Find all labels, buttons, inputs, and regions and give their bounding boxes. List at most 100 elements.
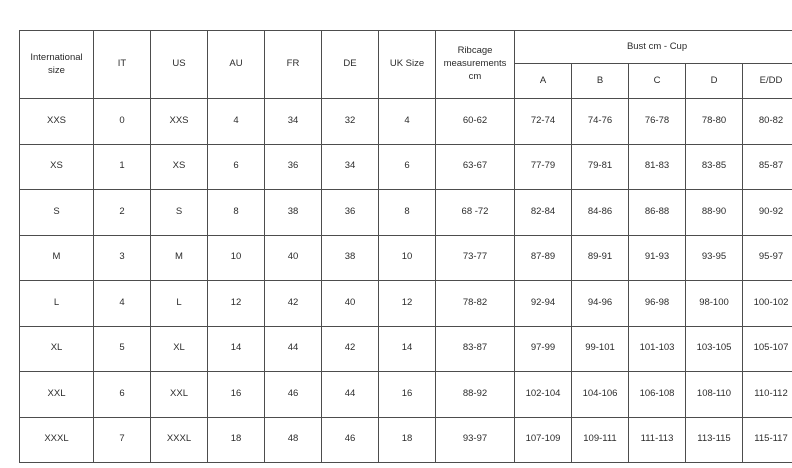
- cell-au: 6: [207, 143, 265, 190]
- column-header-cup-d: D: [685, 63, 743, 99]
- cell-us: XXL: [150, 371, 208, 418]
- cell-au: 16: [207, 371, 265, 418]
- cell-bust-a: 87-89: [514, 234, 572, 281]
- cell-bust-d: 108-110: [685, 371, 743, 418]
- cell-ribcage: 78-82: [435, 280, 515, 327]
- cell-fr: 36: [264, 143, 322, 190]
- cell-de: 34: [321, 143, 379, 190]
- column-header-au: AU: [207, 30, 265, 99]
- table-row: XXL 6 XXL 16 46 44 16 88-92 102-104 104-…: [19, 371, 792, 418]
- cell-bust-d: 78-80: [685, 98, 743, 145]
- cell-bust-c: 86-88: [628, 189, 686, 236]
- cell-ribcage: 73-77: [435, 234, 515, 281]
- cell-de: 46: [321, 416, 379, 463]
- cell-bust-d: 113-115: [685, 416, 743, 463]
- cell-ribcage: 88-92: [435, 371, 515, 418]
- cell-au: 4: [207, 98, 265, 145]
- cell-ribcage: 60-62: [435, 98, 515, 145]
- cell-bust-a: 97-99: [514, 325, 572, 372]
- size-chart-container: International size IT US AU FR DE UK Siz…: [19, 30, 792, 463]
- cell-international-size: XXXL: [19, 416, 94, 463]
- cell-de: 38: [321, 234, 379, 281]
- cell-bust-d: 93-95: [685, 234, 743, 281]
- cell-uk-size: 12: [378, 280, 436, 327]
- cell-ribcage: 68 -72: [435, 189, 515, 236]
- cell-bust-edd: 100-102: [741, 280, 792, 327]
- cell-bust-c: 111-113: [628, 416, 686, 463]
- header-row-primary: International size IT US AU FR DE UK Siz…: [19, 30, 792, 99]
- cell-bust-c: 96-98: [628, 280, 686, 327]
- column-header-us: US: [150, 30, 208, 99]
- cell-us: XXXL: [150, 416, 208, 463]
- cell-de: 44: [321, 371, 379, 418]
- cell-us: S: [150, 189, 208, 236]
- cell-ribcage: 93-97: [435, 416, 515, 463]
- cell-international-size: M: [19, 234, 94, 281]
- header-row-cups: A B C D E/DD: [20, 63, 792, 99]
- cell-bust-a: 92-94: [514, 280, 572, 327]
- cell-bust-d: 83-85: [685, 143, 743, 190]
- cell-fr: 38: [264, 189, 322, 236]
- cell-bust-edd: 95-97: [741, 234, 792, 281]
- cell-fr: 42: [264, 280, 322, 327]
- cell-bust-b: 89-91: [571, 234, 629, 281]
- cell-bust-edd: 90-92: [741, 189, 792, 236]
- cell-au: 8: [207, 189, 265, 236]
- cell-bust-edd: 110-112: [741, 371, 792, 418]
- cell-it: 5: [93, 325, 151, 372]
- cell-bust-b: 74-76: [571, 98, 629, 145]
- cell-fr: 40: [264, 234, 322, 281]
- column-header-cup-c: C: [628, 63, 686, 99]
- cell-international-size: XL: [19, 325, 94, 372]
- cell-bust-c: 76-78: [628, 98, 686, 145]
- cell-uk-size: 8: [378, 189, 436, 236]
- cell-bust-a: 72-74: [514, 98, 572, 145]
- cell-uk-size: 10: [378, 234, 436, 281]
- cell-it: 7: [93, 416, 151, 463]
- column-header-it: IT: [93, 30, 151, 99]
- cell-bust-b: 84-86: [571, 189, 629, 236]
- cell-international-size: XS: [19, 143, 94, 190]
- cell-bust-b: 104-106: [571, 371, 629, 418]
- cell-us: XL: [150, 325, 208, 372]
- size-conversion-table: International size IT US AU FR DE UK Siz…: [19, 30, 792, 463]
- cell-de: 36: [321, 189, 379, 236]
- cell-uk-size: 14: [378, 325, 436, 372]
- column-header-uk-size: UK Size: [378, 30, 436, 99]
- cell-bust-b: 99-101: [571, 325, 629, 372]
- cell-bust-d: 98-100: [685, 280, 743, 327]
- cell-fr: 44: [264, 325, 322, 372]
- cell-bust-d: 88-90: [685, 189, 743, 236]
- cell-uk-size: 16: [378, 371, 436, 418]
- table-row: XXXL 7 XXXL 18 48 46 18 93-97 107-109 10…: [19, 416, 792, 463]
- cell-au: 18: [207, 416, 265, 463]
- cell-uk-size: 18: [378, 416, 436, 463]
- table-body: XXS 0 XXS 4 34 32 4 60-62 72-74 74-76 76…: [19, 98, 792, 463]
- cell-it: 0: [93, 98, 151, 145]
- column-header-cup-edd: E/DD: [741, 63, 792, 99]
- table-row: XXS 0 XXS 4 34 32 4 60-62 72-74 74-76 76…: [19, 98, 792, 145]
- cell-bust-a: 102-104: [514, 371, 572, 418]
- cell-ribcage: 83-87: [435, 325, 515, 372]
- cell-us: M: [150, 234, 208, 281]
- cell-de: 42: [321, 325, 379, 372]
- table-header: International size IT US AU FR DE UK Siz…: [19, 30, 792, 99]
- cell-it: 4: [93, 280, 151, 327]
- cell-fr: 34: [264, 98, 322, 145]
- column-header-ribcage-measurements: Ribcage measurements cm: [435, 30, 515, 99]
- cell-uk-size: 6: [378, 143, 436, 190]
- table-row: XL 5 XL 14 44 42 14 83-87 97-99 99-101 1…: [19, 325, 792, 372]
- cell-us: XS: [150, 143, 208, 190]
- cell-bust-b: 79-81: [571, 143, 629, 190]
- cell-au: 12: [207, 280, 265, 327]
- cell-bust-d: 103-105: [685, 325, 743, 372]
- cell-it: 3: [93, 234, 151, 281]
- cell-bust-a: 82-84: [514, 189, 572, 236]
- cell-us: L: [150, 280, 208, 327]
- cell-us: XXS: [150, 98, 208, 145]
- column-header-bust-group: Bust cm - Cup: [513, 30, 792, 64]
- cell-bust-b: 109-111: [571, 416, 629, 463]
- cell-fr: 46: [264, 371, 322, 418]
- cell-de: 32: [321, 98, 379, 145]
- cell-bust-edd: 105-107: [741, 325, 792, 372]
